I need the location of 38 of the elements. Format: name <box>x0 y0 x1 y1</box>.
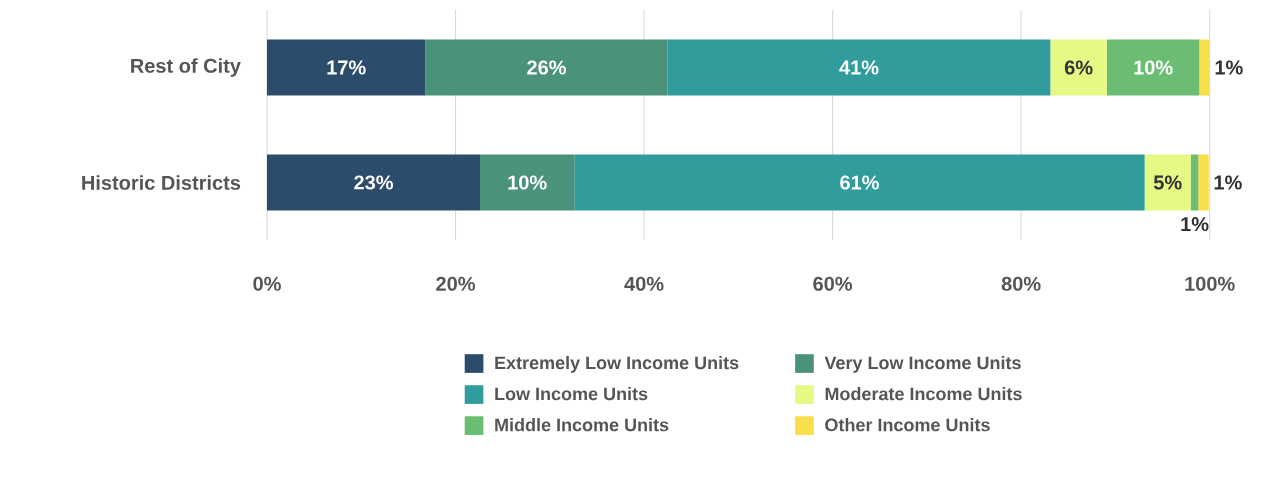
x-tick-label: 60% <box>813 276 853 291</box>
data-label: 17% <box>327 60 366 75</box>
bar <box>574 154 1145 211</box>
x-tick-label: 80% <box>1001 276 1041 291</box>
legend-label: Moderate Income Units <box>825 387 1022 401</box>
legend-label: Extremely Low Income Units <box>495 356 739 373</box>
bar <box>425 39 668 96</box>
bar <box>667 39 1051 96</box>
data-label: 26% <box>527 60 566 75</box>
bar <box>1106 39 1200 96</box>
data-label: 10% <box>1134 60 1173 75</box>
data-label: 41% <box>839 60 879 75</box>
y-tick-label: Rest of City <box>131 58 241 77</box>
legend-label: Other Income Units <box>825 418 990 432</box>
data-label: 6% <box>1064 60 1093 75</box>
x-tick-label: 100% <box>1185 276 1235 291</box>
bar <box>1050 39 1107 96</box>
bar <box>480 154 575 211</box>
bar <box>1198 154 1209 211</box>
x-tick-label: 40% <box>624 276 664 291</box>
data-label: 1% <box>1215 60 1243 75</box>
y-tick-label: Historic Districts <box>82 175 241 190</box>
bar <box>267 39 426 96</box>
data-label: 61% <box>840 175 879 190</box>
data-label: 1% <box>1214 175 1242 190</box>
data-label: 23% <box>354 175 393 190</box>
legend-label: Very Low Income Units <box>824 356 1021 373</box>
x-tick-label: 0% <box>253 276 281 291</box>
bar <box>1199 39 1210 96</box>
bar <box>267 154 481 211</box>
data-label: 10% <box>508 175 547 190</box>
legend-label: Middle Income Units <box>495 418 669 432</box>
bar <box>1144 154 1191 211</box>
legend-label: Low Income Units <box>495 387 648 401</box>
x-tick-label: 20% <box>436 276 476 291</box>
data-label: 5% <box>1153 175 1182 190</box>
data-label: 1% <box>1181 217 1209 232</box>
bar <box>1190 154 1199 211</box>
